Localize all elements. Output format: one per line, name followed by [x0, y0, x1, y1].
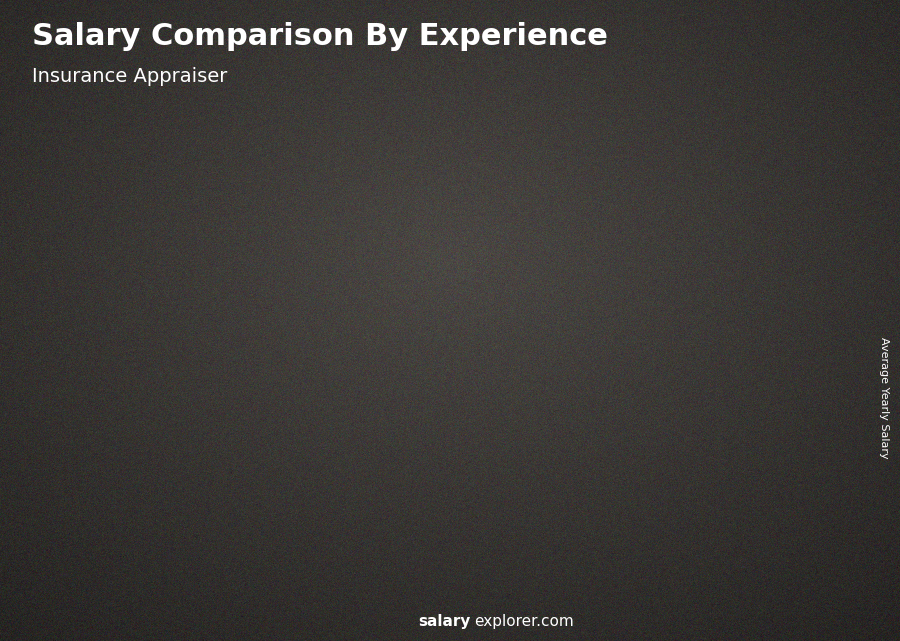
- Bar: [716, 121, 855, 128]
- Bar: [581, 296, 646, 577]
- Bar: [716, 52, 855, 60]
- Text: Insurance Appraiser: Insurance Appraiser: [32, 67, 227, 87]
- Bar: [85, 453, 149, 577]
- Bar: [706, 276, 770, 577]
- Text: 126,000 USD: 126,000 USD: [566, 277, 649, 290]
- Bar: [457, 316, 522, 577]
- Bar: [581, 296, 586, 577]
- FancyArrowPatch shape: [626, 260, 729, 290]
- Bar: [333, 358, 398, 577]
- Bar: [209, 413, 213, 577]
- Bar: [716, 82, 855, 90]
- Bar: [706, 276, 710, 577]
- Bar: [510, 316, 520, 577]
- Bar: [716, 90, 855, 97]
- Bar: [85, 453, 89, 577]
- Text: +7%: +7%: [653, 242, 699, 260]
- Bar: [333, 358, 338, 577]
- Text: +32%: +32%: [150, 374, 208, 392]
- Text: 98,100 USD: 98,100 USD: [322, 340, 396, 353]
- Text: +8%: +8%: [529, 262, 575, 280]
- Bar: [209, 413, 274, 577]
- Bar: [457, 316, 462, 577]
- Bar: [716, 75, 855, 82]
- Bar: [716, 67, 855, 75]
- Text: salary: salary: [418, 615, 471, 629]
- FancyArrowPatch shape: [501, 279, 605, 310]
- Bar: [716, 113, 855, 121]
- Text: Salary Comparison By Experience: Salary Comparison By Experience: [32, 22, 608, 51]
- Text: 55,400 USD: 55,400 USD: [73, 435, 148, 447]
- Bar: [716, 60, 855, 67]
- Bar: [716, 105, 855, 113]
- Bar: [386, 358, 395, 577]
- Bar: [759, 276, 769, 577]
- Bar: [716, 29, 855, 37]
- FancyArrowPatch shape: [129, 403, 231, 447]
- Text: 135,000 USD: 135,000 USD: [691, 257, 773, 270]
- Text: +34%: +34%: [274, 315, 332, 333]
- Text: explorer.com: explorer.com: [474, 615, 574, 629]
- Bar: [716, 44, 855, 52]
- Text: 73,300 USD: 73,300 USD: [198, 395, 272, 408]
- Bar: [716, 37, 855, 44]
- Bar: [138, 453, 147, 577]
- Bar: [716, 29, 771, 82]
- Bar: [634, 296, 644, 577]
- Bar: [262, 413, 271, 577]
- FancyArrowPatch shape: [377, 305, 481, 353]
- Text: +19%: +19%: [399, 276, 456, 294]
- Text: 117,000 USD: 117,000 USD: [442, 297, 525, 310]
- Text: Average Yearly Salary: Average Yearly Salary: [878, 337, 889, 458]
- Bar: [716, 97, 855, 105]
- FancyArrowPatch shape: [252, 349, 356, 408]
